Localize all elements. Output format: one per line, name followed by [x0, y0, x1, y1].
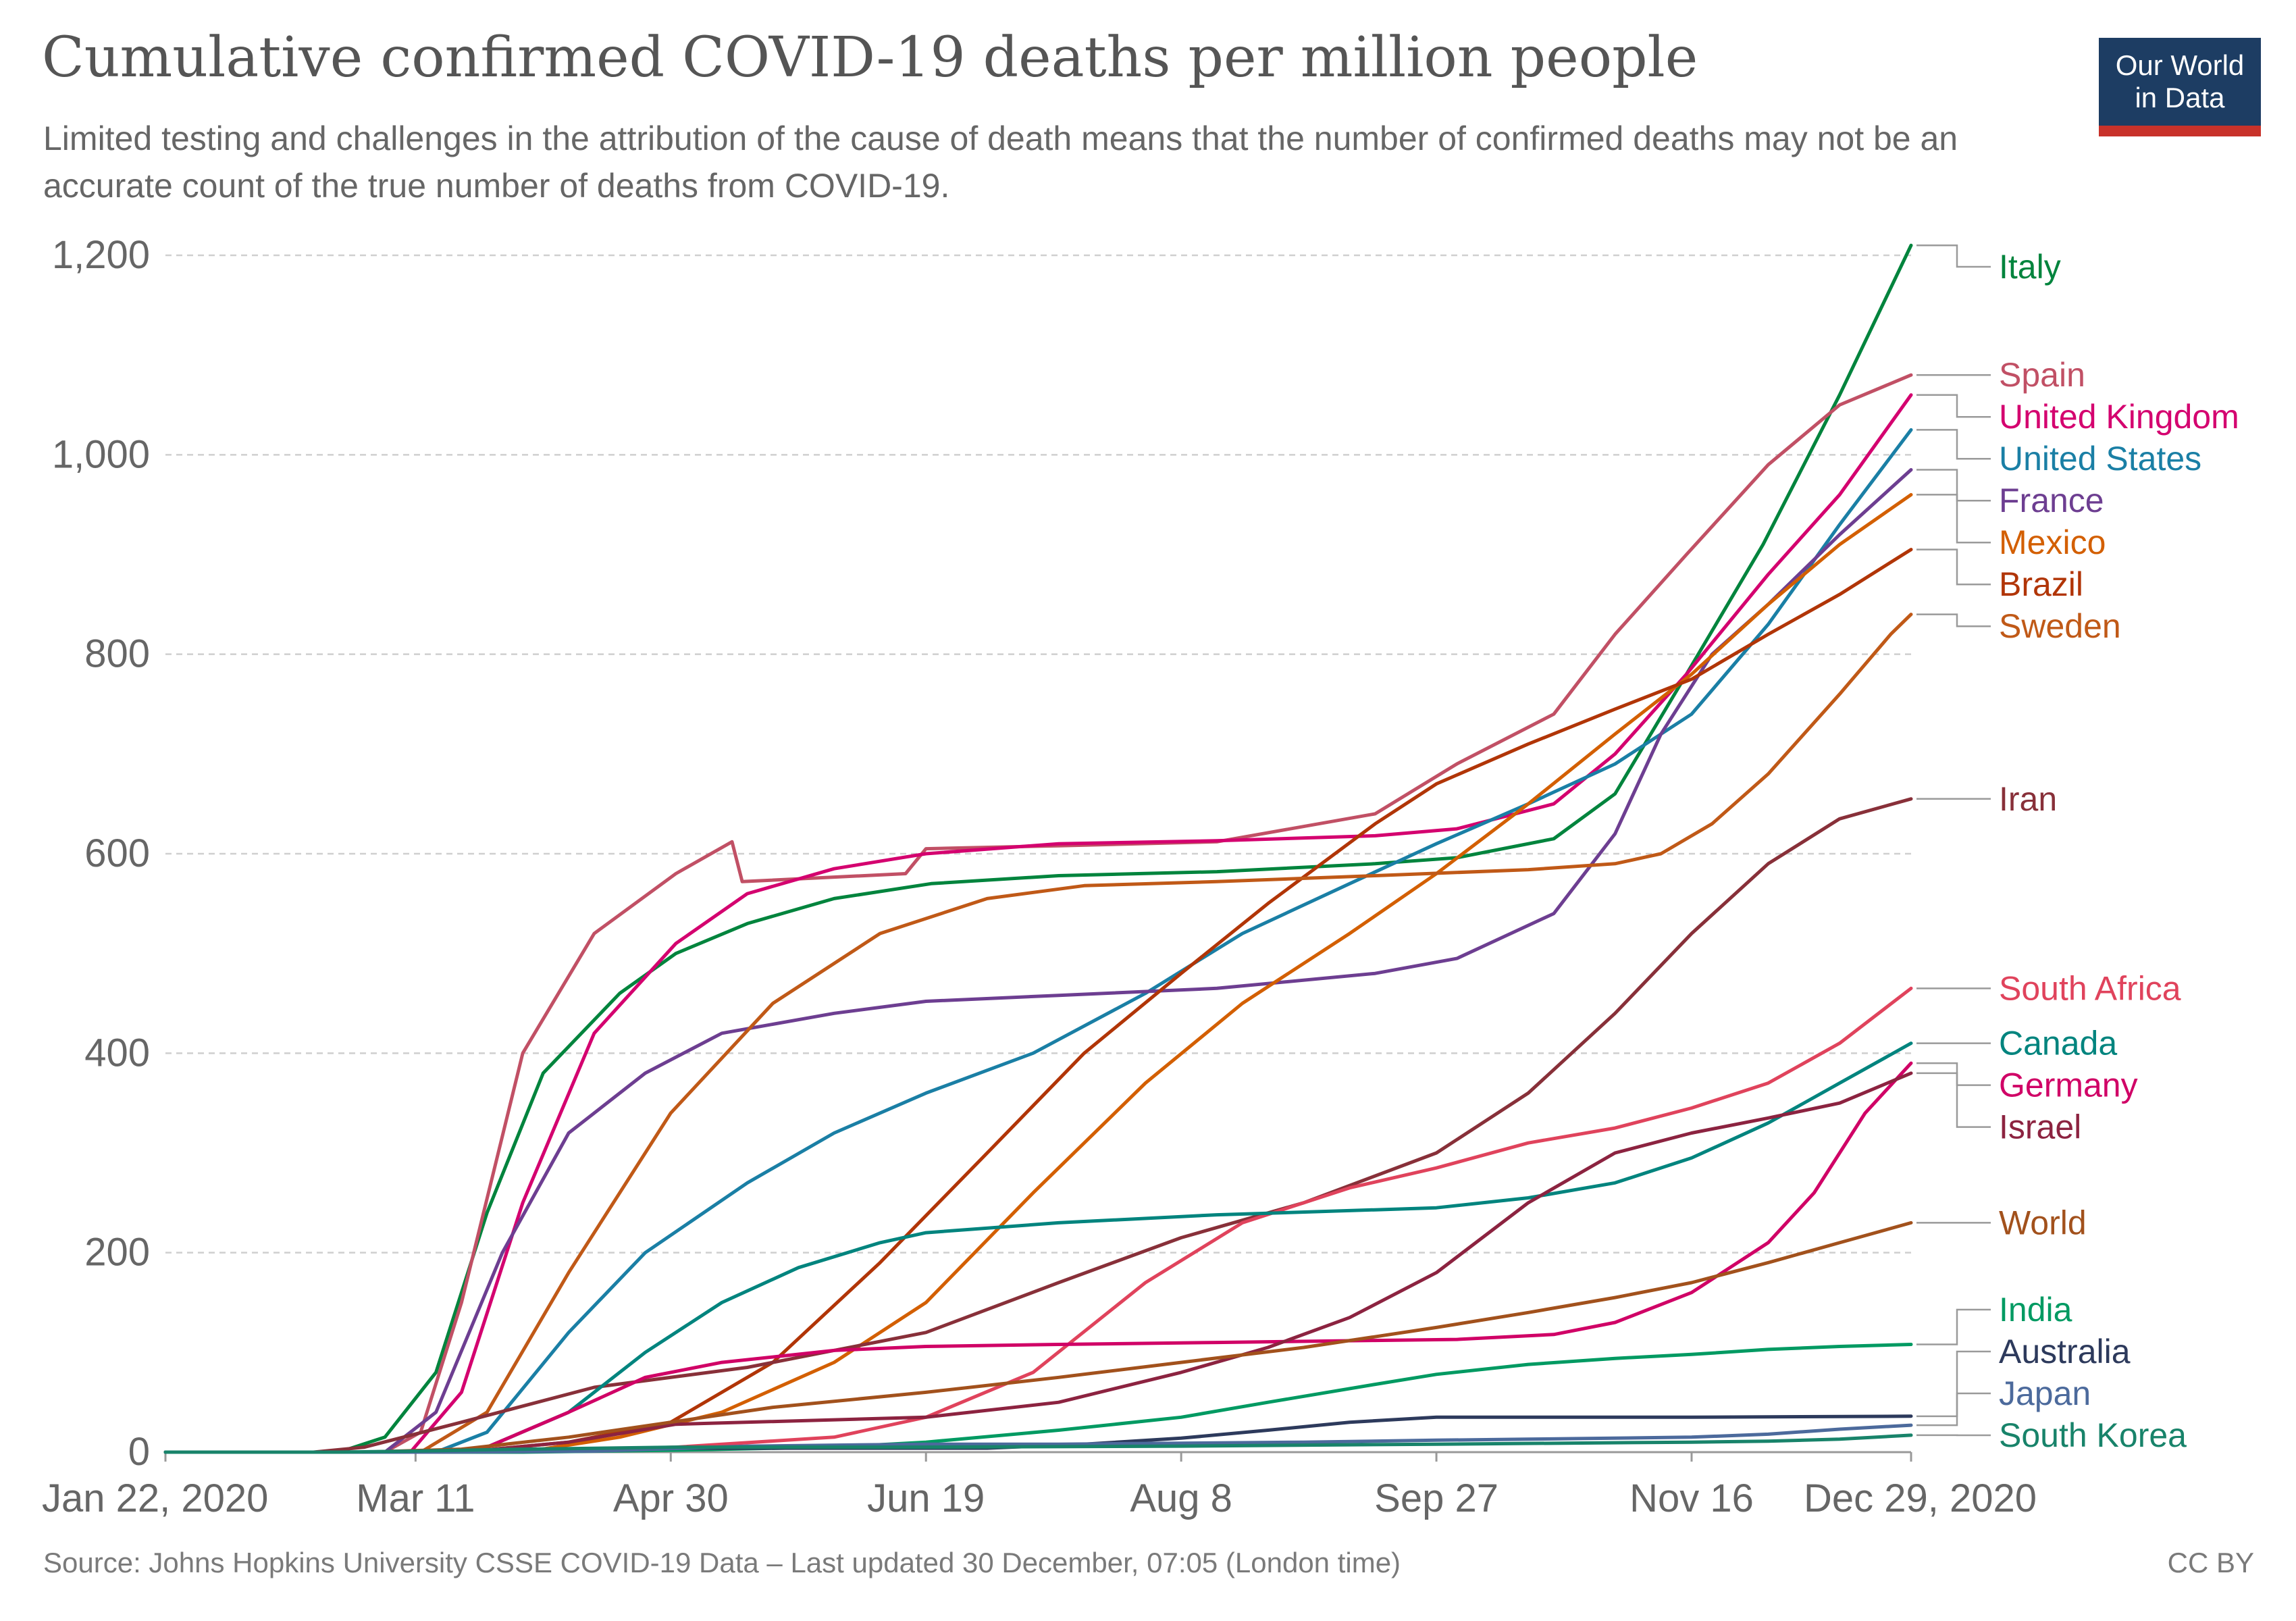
- series-label-australia[interactable]: Australia: [1999, 1333, 2131, 1370]
- chart-title: Cumulative confirmed COVID-19 deaths per…: [42, 26, 1698, 90]
- series-line-iran[interactable]: [163, 797, 1913, 1454]
- logo-line-2: in Data: [2135, 82, 2225, 113]
- x-tick-label: Jan 22, 2020: [42, 1476, 268, 1520]
- series-line-sweden[interactable]: [163, 613, 1913, 1454]
- label-connector: [1916, 394, 1991, 418]
- series-label-brazil[interactable]: Brazil: [1999, 565, 2083, 603]
- series-label-south-korea[interactable]: South Korea: [1999, 1416, 2187, 1454]
- y-tick-label: 1,200: [52, 233, 150, 277]
- label-connector: [1916, 613, 1991, 627]
- series-label-germany[interactable]: Germany: [1999, 1066, 2138, 1104]
- series-lines: [163, 243, 1913, 1454]
- license-link[interactable]: CC BY: [2167, 1547, 2254, 1578]
- label-connector: [1916, 429, 1991, 460]
- x-tick-label: Sep 27: [1374, 1476, 1498, 1520]
- source-note: Source: Johns Hopkins University CSSE CO…: [43, 1547, 1401, 1578]
- series-label-united-kingdom[interactable]: United Kingdom: [1999, 398, 2239, 436]
- x-tick-label: Jun 19: [867, 1476, 985, 1520]
- y-tick-label: 800: [84, 632, 150, 676]
- y-tick-label: 600: [84, 831, 150, 875]
- series-labels: Italy Spain United Kingdom United States Fra…: [1916, 244, 2239, 1454]
- label-connector: [1916, 494, 1991, 544]
- series-label-france[interactable]: France: [1999, 482, 2104, 519]
- owid-logo[interactable]: Our World in Data: [2099, 38, 2261, 136]
- series-line-japan[interactable]: [163, 1423, 1913, 1454]
- series-line-united-kingdom[interactable]: [163, 393, 1913, 1454]
- series-line-israel[interactable]: [163, 1071, 1913, 1454]
- series-label-sweden[interactable]: Sweden: [1999, 607, 2121, 645]
- series-label-japan[interactable]: Japan: [1999, 1374, 2091, 1412]
- label-connector: [1916, 244, 1991, 268]
- series-label-italy[interactable]: Italy: [1999, 248, 2061, 286]
- y-tick-label: 0: [128, 1430, 150, 1474]
- series-line-south-africa[interactable]: [163, 986, 1913, 1454]
- x-tick-label: Aug 8: [1130, 1476, 1232, 1520]
- x-tick-label: Apr 30: [613, 1476, 729, 1520]
- label-connector: [1916, 469, 1991, 502]
- label-connector: [1916, 1308, 1991, 1345]
- series-line-canada[interactable]: [163, 1041, 1913, 1454]
- label-connector: [1916, 1062, 1991, 1086]
- x-tick-label: Mar 11: [356, 1476, 475, 1520]
- label-connector: [1916, 1392, 1991, 1426]
- y-tick-label: 400: [84, 1031, 150, 1075]
- label-connector: [1916, 1350, 1991, 1418]
- label-connector: [1916, 548, 1991, 586]
- series-label-israel[interactable]: Israel: [1999, 1108, 2081, 1146]
- series-line-united-states[interactable]: [163, 428, 1913, 1454]
- series-label-iran[interactable]: Iran: [1999, 780, 2057, 818]
- x-tick-label: Dec 29, 2020: [1804, 1476, 2037, 1520]
- series-label-mexico[interactable]: Mexico: [1999, 523, 2106, 561]
- series-line-france[interactable]: [163, 468, 1913, 1454]
- series-line-brazil[interactable]: [163, 548, 1913, 1454]
- series-label-spain[interactable]: Spain: [1999, 356, 2085, 394]
- series-line-germany[interactable]: [163, 1061, 1913, 1454]
- label-connector: [1916, 1072, 1991, 1128]
- series-label-india[interactable]: India: [1999, 1291, 2072, 1329]
- series-line-spain[interactable]: [163, 373, 1913, 1454]
- series-label-united-states[interactable]: United States: [1999, 440, 2201, 478]
- series-line-india[interactable]: [163, 1343, 1913, 1454]
- series-line-south-korea[interactable]: [163, 1433, 1913, 1454]
- series-label-canada[interactable]: Canada: [1999, 1025, 2117, 1062]
- gridlines: [165, 254, 1911, 1254]
- chart-subtitle: Limited testing and challenges in the at…: [43, 120, 1958, 205]
- y-tick-label: 200: [84, 1231, 150, 1275]
- logo-line-1: Our World: [2115, 49, 2245, 81]
- series-line-italy[interactable]: [163, 243, 1913, 1454]
- y-tick-label: 1,000: [52, 432, 150, 476]
- series-label-world[interactable]: World: [1999, 1204, 2087, 1241]
- series-label-south-africa[interactable]: South Africa: [1999, 969, 2181, 1007]
- series-line-world[interactable]: [163, 1220, 1913, 1454]
- x-tick-label: Nov 16: [1629, 1476, 1754, 1520]
